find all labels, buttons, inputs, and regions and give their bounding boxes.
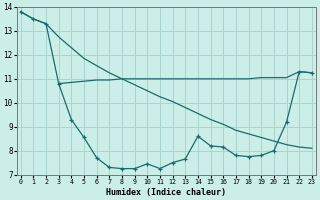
X-axis label: Humidex (Indice chaleur): Humidex (Indice chaleur) [106,188,226,197]
